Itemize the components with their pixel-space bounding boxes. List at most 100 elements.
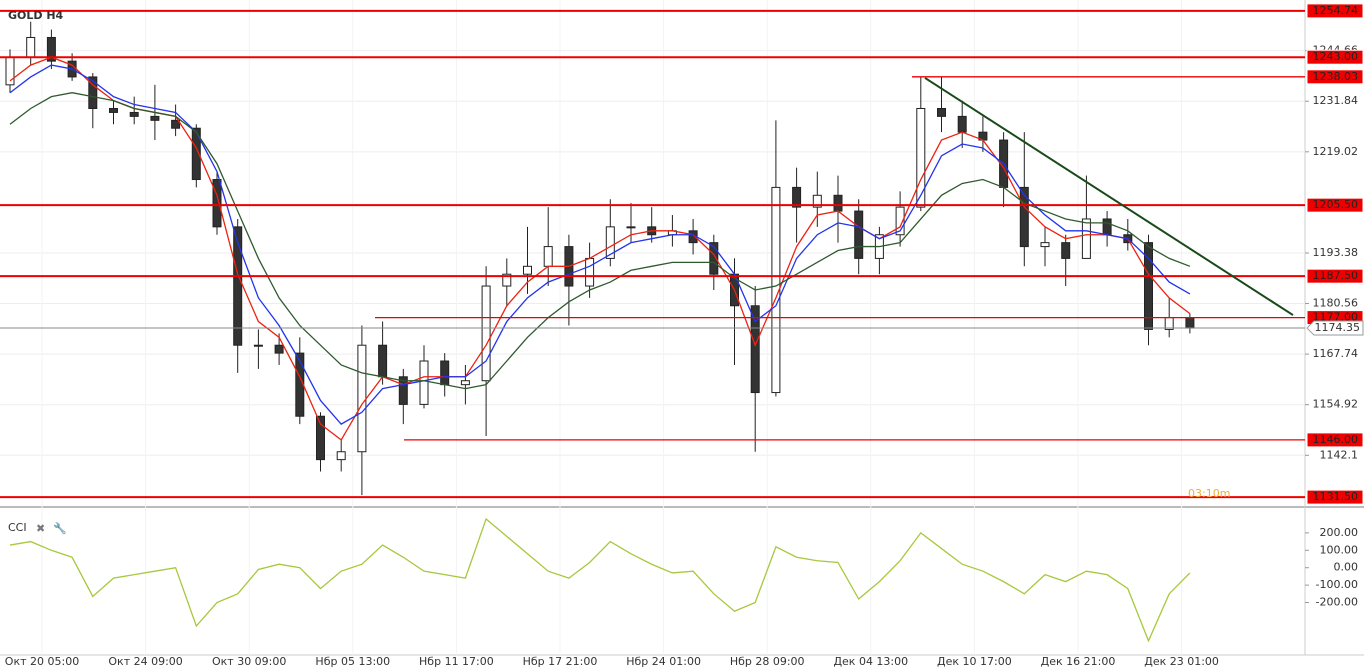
candle-body [150, 115, 160, 121]
last-price-tag [1306, 320, 1364, 336]
candle-body [357, 344, 367, 453]
y-tick-label: 1142.1 [1320, 448, 1359, 461]
candle-body [1185, 317, 1195, 329]
candle-body [916, 107, 926, 208]
x-tick-label: Нбр 24 01:00 [626, 655, 701, 668]
x-tick-label: Дек 23 01:00 [1144, 655, 1219, 668]
candle-body [750, 305, 760, 394]
candle-body [1081, 218, 1091, 259]
candle-body [502, 273, 512, 287]
candle-body [191, 127, 201, 181]
level-label: 1238.03 [1313, 70, 1359, 83]
level-label: 1205.50 [1313, 198, 1359, 211]
candle-body [26, 36, 36, 58]
candle-body [792, 186, 802, 208]
ma-line [9, 64, 1191, 425]
level-tag [1306, 3, 1364, 19]
candle-body [398, 376, 408, 405]
candle-body [523, 265, 532, 275]
candle-body [1102, 218, 1112, 236]
candle-body [109, 107, 118, 113]
ma-line [9, 92, 1191, 390]
level-label: 1131.50 [1313, 490, 1359, 503]
candle-body [46, 36, 56, 62]
candle-body [419, 360, 429, 405]
candle-body [378, 344, 388, 378]
x-tick-label: Дек 16 21:00 [1041, 655, 1116, 668]
y-tick-label: 1231.84 [1313, 94, 1359, 107]
y-tick-label: 1154.92 [1313, 398, 1359, 411]
x-tick-label: Дек 04 13:00 [833, 655, 908, 668]
y-tick-label: -100.00 [1316, 578, 1358, 591]
candle-body [481, 285, 491, 382]
candle-body [605, 226, 615, 259]
level-label: 1146.00 [1313, 433, 1359, 446]
candle-body [812, 194, 822, 208]
level-label: 1243.00 [1313, 50, 1359, 63]
settings-icon[interactable]: 🔧 [53, 521, 67, 535]
x-tick-label: Дек 10 17:00 [937, 655, 1012, 668]
candle-body [274, 344, 284, 354]
level-tag [1306, 49, 1364, 65]
candle-body [212, 179, 222, 228]
candle-body [1040, 242, 1050, 248]
candle-body [88, 76, 98, 109]
y-tick-label: 1193.38 [1313, 246, 1359, 259]
candle-body [171, 119, 181, 129]
plot [0, 9, 1305, 643]
level-tag [1306, 197, 1364, 213]
x-tick-label: Нбр 17 21:00 [523, 655, 598, 668]
y-tick-label: 1167.74 [1313, 347, 1359, 360]
y-tick-label: 200.00 [1320, 526, 1359, 539]
level-label: 1187.50 [1313, 269, 1359, 282]
y-tick-label: 1219.02 [1313, 145, 1359, 158]
x-tick-label: Нбр 11 17:00 [419, 655, 494, 668]
level-tag [1306, 432, 1364, 448]
axes: 1244.661231.841219.021193.381180.561167.… [5, 3, 1364, 668]
x-tick-label: Окт 24 09:00 [108, 655, 182, 668]
candle-body [937, 107, 946, 117]
candle-body [440, 360, 450, 386]
candle-body [316, 415, 325, 461]
candle-body [833, 194, 843, 212]
candle-body [253, 344, 263, 347]
countdown: 03:10m [1188, 487, 1230, 500]
level-label: 1254.74 [1313, 4, 1359, 17]
candle-body [709, 242, 719, 275]
candle-body [336, 451, 346, 461]
grid [0, 0, 1305, 655]
candle-body [129, 111, 139, 117]
chart-title: GOLD H4 [8, 9, 64, 22]
cci-line [9, 517, 1191, 643]
candle-body [895, 206, 905, 236]
level-tag [1306, 268, 1364, 284]
y-tick-label: 100.00 [1320, 543, 1359, 556]
candle-body [957, 115, 967, 133]
candle-body [626, 226, 636, 229]
candle-body [585, 257, 595, 287]
last-price-label: 1174.35 [1315, 321, 1361, 334]
x-tick-label: Нбр 05 13:00 [315, 655, 390, 668]
candle-body [543, 246, 553, 267]
y-tick-label: 0.00 [1334, 561, 1359, 574]
x-tick-label: Окт 30 09:00 [212, 655, 286, 668]
candle-body [854, 210, 864, 259]
candle-body [233, 226, 243, 346]
level-label: 1177.00 [1313, 311, 1359, 324]
y-tick-label: -200.00 [1316, 596, 1358, 609]
ma-line [9, 56, 1191, 441]
candle-body [1061, 242, 1071, 259]
level-tag [1306, 489, 1364, 505]
candle-body [1019, 186, 1029, 248]
y-tick-label: 1180.56 [1313, 297, 1359, 310]
x-tick-label: Окт 20 05:00 [5, 655, 79, 668]
close-icon[interactable]: ✖ [36, 522, 45, 535]
level-tag [1306, 69, 1364, 85]
trendline [924, 77, 1294, 316]
x-tick-label: Нбр 28 09:00 [730, 655, 805, 668]
candle-body [1144, 242, 1153, 330]
indicator-title: CCI [8, 521, 27, 534]
candle-body [771, 186, 781, 394]
